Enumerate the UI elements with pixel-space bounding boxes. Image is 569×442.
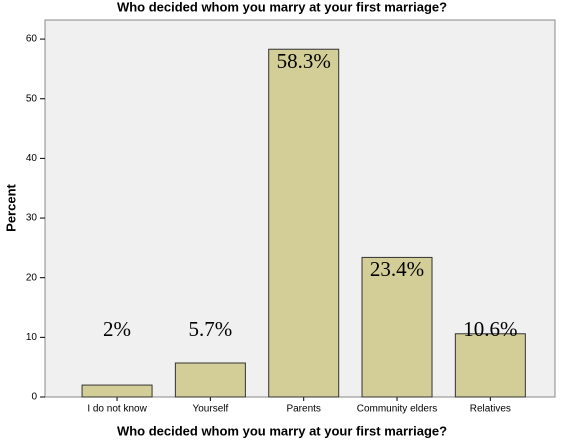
y-tick-label: 30 bbox=[26, 213, 38, 224]
bar bbox=[361, 256, 433, 398]
y-tick-label: 40 bbox=[26, 153, 38, 164]
chart-title: Who decided whom you marry at your first… bbox=[117, 0, 447, 14]
y-tick-label: 0 bbox=[31, 392, 37, 403]
x-tick-label: Community elders bbox=[357, 404, 438, 415]
y-tick-label: 50 bbox=[26, 93, 38, 104]
value-label: 58.3% bbox=[277, 49, 331, 73]
x-tick-label: I do not know bbox=[87, 404, 147, 415]
bar bbox=[174, 362, 246, 398]
x-axis-label: Who decided whom you marry at your first… bbox=[117, 423, 447, 438]
value-label: 23.4% bbox=[370, 257, 424, 281]
x-tick-label: Yourself bbox=[192, 404, 228, 415]
bar bbox=[81, 384, 153, 398]
y-axis-label: Percent bbox=[3, 183, 18, 231]
value-label: 10.6% bbox=[463, 317, 517, 341]
y-tick-label: 10 bbox=[26, 332, 38, 343]
bar bbox=[454, 333, 526, 398]
y-tick-label: 20 bbox=[26, 272, 38, 283]
value-label: 5.7% bbox=[189, 317, 233, 341]
x-tick-label: Relatives bbox=[470, 404, 511, 415]
x-tick-label: Parents bbox=[286, 404, 320, 415]
bar bbox=[268, 48, 340, 398]
y-tick-label: 60 bbox=[26, 34, 38, 45]
value-label: 2% bbox=[103, 317, 131, 341]
